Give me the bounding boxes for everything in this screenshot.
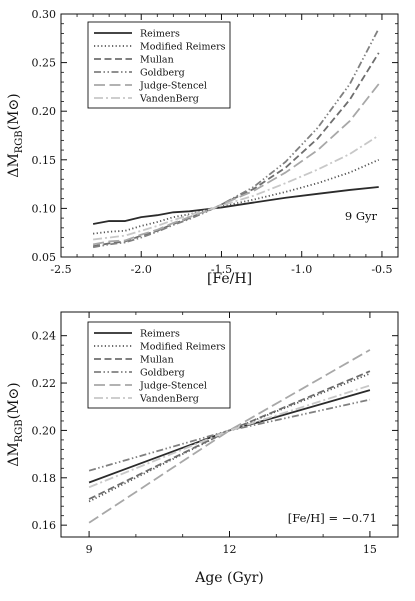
y-tick-label: 0.15 bbox=[32, 154, 57, 167]
y-tick-label: 0.05 bbox=[32, 251, 57, 264]
y-axis-label: ΔMRGB(M⊙) bbox=[6, 93, 25, 177]
legend-label: Reimers bbox=[140, 329, 180, 340]
x-axis-label: Age (Gyr) bbox=[194, 570, 264, 586]
series-line-reimers bbox=[92, 186, 379, 225]
y-tick-label: 0.16 bbox=[32, 519, 57, 532]
x-tick-label: -0.5 bbox=[371, 263, 392, 276]
x-tick-label: -1.5 bbox=[211, 263, 232, 276]
y-tick-label: 0.24 bbox=[32, 330, 57, 343]
legend-label: Reimers bbox=[140, 29, 180, 40]
y-tick-label: 0.20 bbox=[32, 105, 57, 118]
y-tick-label: 0.10 bbox=[32, 202, 57, 215]
y-tick-label: 0.22 bbox=[32, 377, 57, 390]
series-line-goldberg bbox=[92, 28, 380, 249]
annotation-label: 9 Gyr bbox=[345, 209, 378, 223]
chart-panel-2: 9 12 15 0.16 0.18 0.20 0.22 0.24 Reimers Modified… bbox=[6, 311, 399, 586]
y-tick-label: 0.20 bbox=[32, 424, 57, 437]
legend-box bbox=[87, 21, 231, 109]
legend-label: Mullan bbox=[140, 55, 174, 66]
legend-label: Modified Reimers bbox=[140, 42, 226, 53]
x-tick-label: -2.5 bbox=[50, 263, 71, 276]
legend-box bbox=[87, 321, 231, 409]
plot-frame bbox=[60, 13, 399, 258]
x-tick-label: -1.0 bbox=[291, 263, 312, 276]
x-axis-label: [Fe/H] bbox=[207, 271, 252, 287]
legend-label: Judge-Stencel bbox=[139, 81, 207, 92]
y-tick-label: 0.30 bbox=[32, 8, 57, 21]
legend: Reimers Modified Reimers Mullan Goldberg Jud… bbox=[87, 21, 231, 109]
legend-label: Goldberg bbox=[140, 68, 185, 79]
legend-label: Judge-Stencel bbox=[139, 381, 207, 392]
y-axis-label: ΔMRGB(M⊙) bbox=[6, 382, 25, 466]
series-line-modified-reimers bbox=[92, 158, 380, 235]
y-tick-label: 0.18 bbox=[32, 472, 57, 485]
series-line-judge-stencel bbox=[88, 349, 371, 524]
series-line-vandenberg bbox=[92, 134, 380, 241]
x-tick-label: 12 bbox=[223, 543, 237, 556]
legend-label: Goldberg bbox=[140, 368, 185, 379]
x-tick-label: 15 bbox=[363, 543, 377, 556]
series-line-goldberg bbox=[88, 398, 371, 472]
legend-label: Modified Reimers bbox=[140, 342, 226, 353]
annotation-label: [Fe/H] = −0.71 bbox=[288, 511, 377, 525]
series-line-judge-stencel bbox=[92, 83, 380, 246]
legend-label: VandenBerg bbox=[139, 94, 199, 105]
legend-label: Mullan bbox=[140, 355, 174, 366]
y-tick-label: 0.25 bbox=[32, 57, 57, 70]
chart-panel-1: -2.5 -2.0 -1.5 -1.0 -0.5 0.05 0.10 0.15 0.20 0.25… bbox=[6, 8, 399, 287]
x-tick-label: -2.0 bbox=[131, 263, 152, 276]
x-tick-label: 9 bbox=[86, 543, 93, 556]
legend: Reimers Modified Reimers Mullan Goldberg Jud… bbox=[87, 321, 231, 409]
series-line-mullan bbox=[88, 370, 371, 500]
legend-label: VandenBerg bbox=[139, 394, 199, 405]
